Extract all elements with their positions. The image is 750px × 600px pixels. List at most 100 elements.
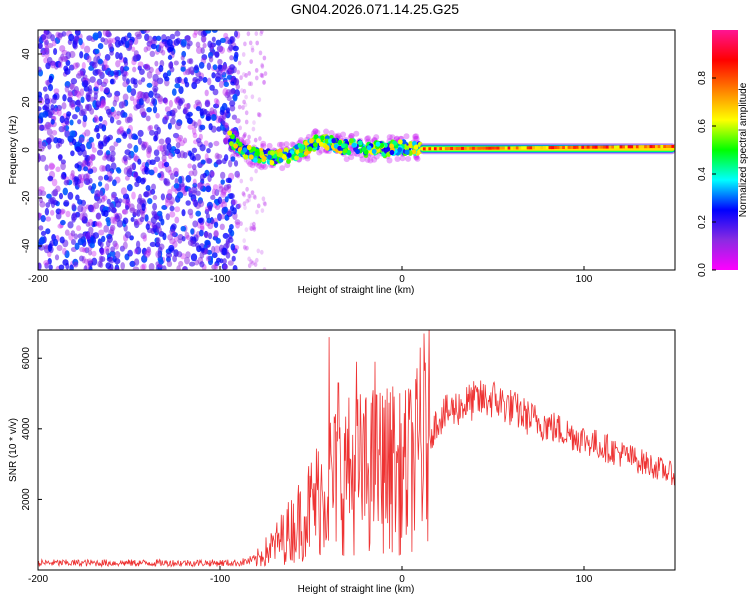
noise-cell (179, 150, 186, 159)
snr-x-tick-label: -100 (210, 574, 230, 585)
noise-cell (88, 250, 93, 256)
turbulence-halo-cell (314, 129, 321, 136)
noise-cell (100, 37, 106, 43)
noise-cell (51, 97, 57, 104)
noise-cell (199, 173, 205, 182)
noise-cell (203, 231, 210, 239)
noise-cell (44, 39, 50, 46)
noise-cell (133, 171, 138, 178)
noise-cell (223, 36, 230, 44)
noise-cell (138, 98, 144, 106)
noise-cell (222, 64, 228, 72)
noise-cell (143, 250, 151, 258)
noise-cell (126, 184, 133, 192)
noise-cell (184, 256, 190, 265)
noise-cell (185, 200, 191, 206)
noise-cell (164, 115, 170, 121)
carrier-core-cell (447, 147, 451, 150)
noise-cell (43, 260, 50, 266)
noise-cell (169, 66, 175, 73)
noise-cell (53, 48, 58, 55)
noise-cell (89, 96, 96, 102)
noise-cell (116, 110, 121, 116)
noise-cell (76, 99, 81, 108)
noise-cell (168, 244, 175, 252)
noise-cell (190, 228, 195, 235)
noise-cell (174, 83, 181, 89)
noise-cell (142, 94, 148, 102)
carrier-core-cell (433, 147, 438, 151)
turbulence-cell (256, 158, 262, 164)
snr-y-label: SNR (10 * v/v) (8, 418, 19, 482)
spectrogram-y-label: Frequency (Hz) (8, 116, 19, 185)
noise-cell (89, 108, 95, 115)
noise-cell (205, 255, 212, 262)
noise-cell (137, 91, 144, 97)
noise-cell (182, 137, 188, 144)
turbulence-halo-cell (323, 128, 330, 135)
noise-cell (62, 187, 69, 196)
turbulence-cell (340, 143, 346, 149)
carrier-core-cell (439, 147, 443, 151)
noise-cell (48, 264, 53, 270)
carrier-core-cell (529, 146, 533, 150)
noise-cell (199, 251, 205, 259)
sparse-noise-cell (246, 31, 251, 37)
sparse-noise-cell (237, 203, 242, 209)
noise-cell (199, 144, 206, 152)
noise-cell (200, 159, 206, 165)
colorbar-tick-label: 0.2 (697, 215, 708, 229)
noise-cell (163, 161, 170, 168)
carrier-core-cell (619, 145, 623, 149)
spectrogram-x-tick-label: 100 (576, 274, 593, 285)
sparse-noise-cell (243, 132, 247, 137)
noise-cell (39, 154, 47, 162)
noise-cell (71, 203, 76, 211)
noise-cell (221, 117, 226, 125)
spectrogram-y-tick-label: -20 (21, 190, 32, 205)
noise-cell (96, 149, 104, 156)
noise-cell (68, 33, 75, 42)
noise-cell (230, 156, 236, 162)
noise-cell (115, 60, 121, 68)
noise-cell (211, 36, 216, 43)
sparse-noise-cell (254, 257, 259, 263)
noise-cell (62, 259, 69, 266)
noise-cell (96, 198, 103, 204)
noise-cell (117, 127, 124, 134)
noise-cell (158, 259, 164, 265)
noise-cell (155, 250, 162, 259)
carrier-core-cell (635, 145, 640, 149)
noise-cell (226, 95, 232, 101)
turbulence-halo-cell (405, 155, 412, 162)
turbulence-halo-cell (373, 134, 380, 141)
noise-cell (143, 30, 151, 34)
noise-cell (149, 50, 156, 58)
noise-cell (97, 222, 103, 228)
noise-cell (94, 81, 100, 90)
noise-cell (204, 239, 211, 246)
snr-x-label: Height of straight line (km) (298, 584, 415, 595)
carrier-core-cell (420, 147, 424, 151)
noise-cell (151, 222, 157, 229)
noise-cell (157, 266, 163, 270)
sparse-noise-cell (249, 81, 254, 87)
carrier-core-cell (496, 146, 500, 150)
noise-cell (233, 79, 239, 86)
noise-cell (210, 170, 215, 177)
sparse-noise-cell (256, 203, 261, 209)
noise-cell (231, 114, 237, 120)
noise-cell (58, 125, 65, 133)
colorbar: 0.0 0.2 0.4 0.6 0.8 Normalized spectral ampl… (697, 30, 749, 277)
noise-cell (118, 52, 123, 60)
noise-cell (211, 30, 218, 33)
noise-cell (167, 54, 173, 61)
turbulence-cell (401, 139, 407, 145)
noise-cell (164, 181, 171, 187)
noise-cell (213, 245, 221, 254)
noise-cell (136, 209, 141, 217)
carrier-core-cell (665, 145, 670, 148)
noise-cell (94, 48, 100, 54)
noise-cell (59, 138, 65, 144)
noise-cell (192, 220, 199, 228)
